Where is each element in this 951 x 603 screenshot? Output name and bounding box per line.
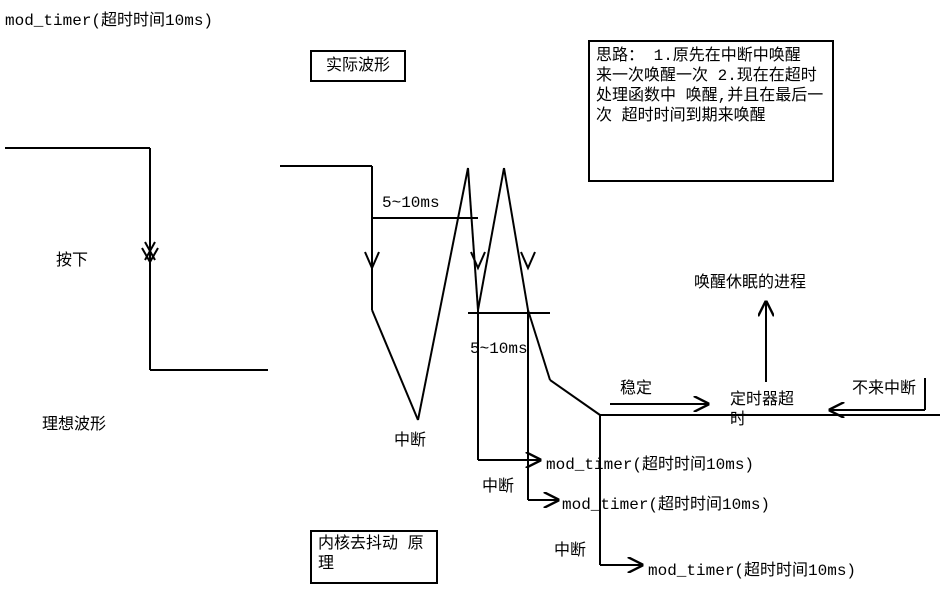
press-label: 按下 <box>56 246 88 270</box>
page-title: mod_timer(超时时间10ms) <box>5 6 213 30</box>
interrupt1-label: 中断 <box>394 426 426 450</box>
timer-timeout-label: 定时器超 时 <box>730 390 794 430</box>
ideal-waveform-label: 理想波形 <box>42 410 106 434</box>
interrupt3-label: 中断 <box>554 536 586 560</box>
modtimer3-label: mod_timer(超时时间10ms) <box>648 556 856 580</box>
kernel-debounce-label: 内核去抖动 原理 <box>318 535 424 573</box>
time2-label: 5~10ms <box>470 340 528 358</box>
time1-label: 5~10ms <box>382 194 440 212</box>
stable-label: 稳定 <box>620 374 652 398</box>
actual-waveform-label: 实际波形 <box>326 57 390 75</box>
no-interrupt-label: 不来中断 <box>852 374 916 398</box>
actual-waveform <box>280 166 940 420</box>
idea-box-text: 思路： 1.原先在中断中唤醒 来一次唤醒一次 2.现在在超时处理函数中 唤醒,并… <box>596 47 823 125</box>
ideal-waveform <box>5 148 268 370</box>
interrupt2-label: 中断 <box>482 472 514 496</box>
modtimer2-label: mod_timer(超时时间10ms) <box>562 490 770 514</box>
wakeup-sleep-label: 唤醒休眠的进程 <box>694 268 806 292</box>
actual-waveform-box: 实际波形 <box>310 50 406 82</box>
idea-box: 思路： 1.原先在中断中唤醒 来一次唤醒一次 2.现在在超时处理函数中 唤醒,并… <box>588 40 834 182</box>
kernel-debounce-box: 内核去抖动 原理 <box>310 530 438 584</box>
modtimer1-label: mod_timer(超时时间10ms) <box>546 450 754 474</box>
